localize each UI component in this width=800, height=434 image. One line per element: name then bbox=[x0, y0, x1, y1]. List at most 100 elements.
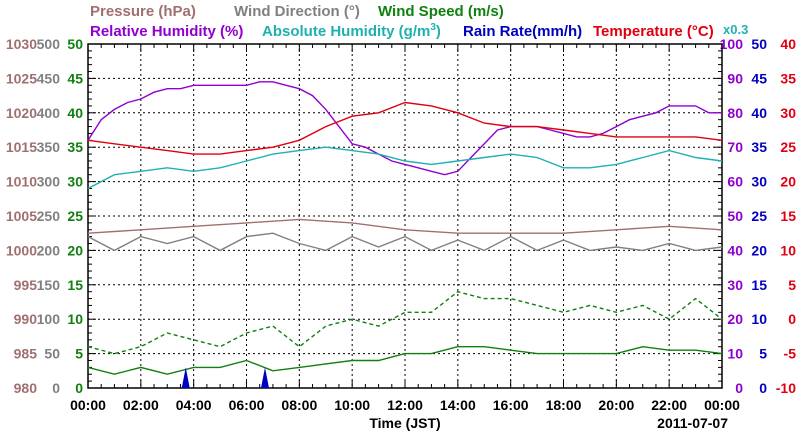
y-tick-label: 0 bbox=[52, 380, 60, 396]
y-tick-label: 30 bbox=[67, 174, 83, 190]
y-tick-label: 450 bbox=[37, 70, 61, 86]
y-tick-label: 100 bbox=[720, 36, 744, 52]
series-line bbox=[87, 218, 723, 234]
series-line bbox=[87, 290, 723, 355]
y-tick-label: 985 bbox=[14, 346, 38, 362]
y-tick-label: 0 bbox=[759, 380, 767, 396]
y-tick-label: 200 bbox=[37, 242, 61, 258]
y-tick-label: 5 bbox=[788, 277, 796, 293]
x-tick-label: 14:00 bbox=[440, 397, 476, 413]
legend-entry: Relative Humidity (%) bbox=[90, 23, 243, 40]
x-tick-label: 18:00 bbox=[546, 397, 582, 413]
x-tick-label: 16:00 bbox=[493, 397, 529, 413]
y-tick-label: 20 bbox=[67, 242, 83, 258]
legend-entry: Temperature (°C) bbox=[593, 23, 714, 40]
legend-entry: Wind Direction (°) bbox=[234, 3, 360, 20]
y-tick-label: 990 bbox=[14, 311, 38, 327]
y-tick-label: 10 bbox=[780, 242, 796, 258]
plot-frame bbox=[87, 43, 723, 389]
y-tick-label: 50 bbox=[751, 36, 767, 52]
y-tick-label: 1025 bbox=[6, 70, 37, 86]
y-tick-label: 150 bbox=[37, 277, 61, 293]
y-tick-label: 80 bbox=[727, 105, 743, 121]
y-tick-label: 15 bbox=[751, 277, 767, 293]
series-line bbox=[87, 146, 723, 190]
x-tick-label: 00:00 bbox=[70, 397, 106, 413]
legend-entry: Rain Rate(mm/h) bbox=[463, 23, 582, 40]
x-tick-label: 10:00 bbox=[334, 397, 370, 413]
y-tick-label: 35 bbox=[780, 70, 796, 86]
y-tick-label: 250 bbox=[37, 208, 61, 224]
y-tick-label: 980 bbox=[14, 380, 38, 396]
legend-entry: Pressure (hPa) bbox=[90, 3, 196, 20]
y-tick-label: 90 bbox=[727, 70, 743, 86]
y-tick-label: 350 bbox=[37, 139, 61, 155]
y-tick-label: 60 bbox=[727, 174, 743, 190]
x-tick-label: 20:00 bbox=[598, 397, 634, 413]
y-tick-label: 20 bbox=[751, 242, 767, 258]
y-tick-label: 30 bbox=[751, 174, 767, 190]
plot-area bbox=[87, 81, 723, 388]
x-tick-label: 00:00 bbox=[704, 397, 740, 413]
y-tick-label: 35 bbox=[751, 139, 767, 155]
y-tick-label: -5 bbox=[784, 346, 797, 362]
axis-note: x0.3 bbox=[723, 22, 748, 37]
y-tick-label: 40 bbox=[751, 105, 767, 121]
y-tick-label: 400 bbox=[37, 105, 61, 121]
grid bbox=[87, 43, 723, 389]
y-tick-label: 10 bbox=[727, 346, 743, 362]
legend-entry: Absolute Humidity (g/m3) bbox=[262, 22, 441, 40]
y-tick-label: 50 bbox=[44, 346, 60, 362]
x-tick-label: 12:00 bbox=[387, 397, 423, 413]
y-tick-label: 30 bbox=[780, 105, 796, 121]
y-tick-label: 100 bbox=[37, 311, 61, 327]
y-tick-label: 15 bbox=[67, 277, 83, 293]
y-tick-label: 1015 bbox=[6, 139, 37, 155]
y-tick-label: 40 bbox=[780, 36, 796, 52]
x-tick-label: 02:00 bbox=[123, 397, 159, 413]
y-tick-label: 1000 bbox=[6, 242, 37, 258]
y-tick-label: 25 bbox=[751, 208, 767, 224]
x-tick-label: 22:00 bbox=[651, 397, 687, 413]
x-tick-label: 04:00 bbox=[176, 397, 212, 413]
y-tick-label: 1030 bbox=[6, 36, 37, 52]
y-tick-label: 50 bbox=[67, 36, 83, 52]
y-tick-label: 5 bbox=[759, 346, 767, 362]
legend-entry: Wind Speed (m/s) bbox=[378, 3, 504, 20]
right-axes: 1009080706050403020100504540353025201510… bbox=[720, 36, 797, 396]
legend: Pressure (hPa) Wind Direction (°) Wind Spe… bbox=[90, 3, 748, 40]
y-tick-label: 15 bbox=[780, 208, 796, 224]
y-tick-label: 10 bbox=[751, 311, 767, 327]
series-line bbox=[87, 101, 723, 155]
y-tick-label: 50 bbox=[727, 208, 743, 224]
y-tick-label: 25 bbox=[67, 208, 83, 224]
y-tick-label: 20 bbox=[727, 311, 743, 327]
series-line bbox=[87, 232, 723, 252]
y-tick-label: 500 bbox=[37, 36, 61, 52]
y-tick-label: 0 bbox=[788, 311, 796, 327]
y-tick-label: 45 bbox=[67, 70, 83, 86]
x-tick-label: 06:00 bbox=[229, 397, 265, 413]
y-tick-label: 35 bbox=[67, 139, 83, 155]
y-tick-label: 45 bbox=[751, 70, 767, 86]
y-tick-label: 995 bbox=[14, 277, 38, 293]
rain-bar bbox=[181, 367, 190, 388]
y-tick-label: 5 bbox=[75, 346, 83, 362]
y-tick-label: -10 bbox=[776, 380, 796, 396]
rain-bar bbox=[260, 367, 269, 388]
y-tick-label: 30 bbox=[727, 277, 743, 293]
x-axis: 00:00 02:00 04:00 06:00 08:00 10:00 12:00 14:00… bbox=[70, 397, 740, 431]
series-line bbox=[87, 81, 722, 176]
left-axes: 1030102510201015101010051000995990985980… bbox=[6, 36, 83, 396]
date-label: 2011-07-07 bbox=[657, 415, 728, 431]
y-tick-label: 40 bbox=[67, 105, 83, 121]
y-tick-label: 1005 bbox=[6, 208, 37, 224]
y-tick-label: 1010 bbox=[6, 174, 37, 190]
series-line bbox=[87, 345, 723, 375]
y-tick-label: 25 bbox=[780, 139, 796, 155]
y-tick-label: 1020 bbox=[6, 105, 37, 121]
x-tick-label: 08:00 bbox=[281, 397, 317, 413]
y-tick-label: 20 bbox=[780, 174, 796, 190]
y-tick-label: 40 bbox=[727, 242, 743, 258]
